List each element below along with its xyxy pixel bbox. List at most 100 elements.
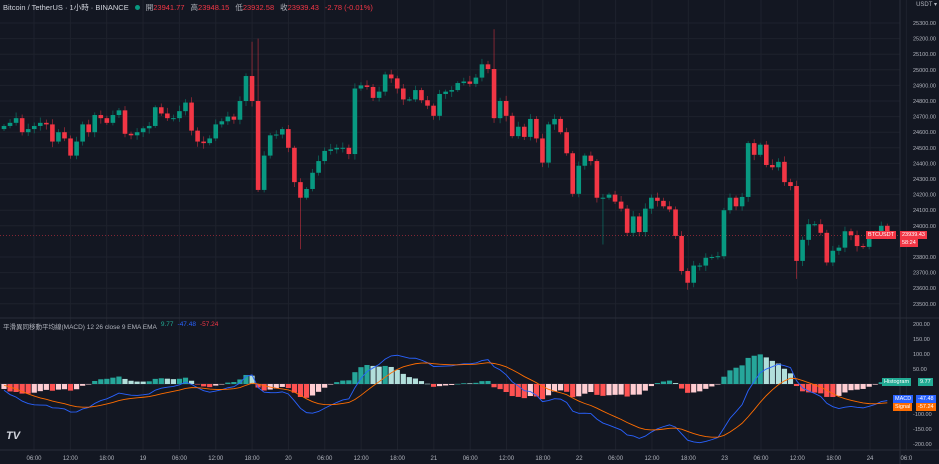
currency-selector[interactable]: USDT ▾ <box>916 2 937 8</box>
macd-histogram-bar <box>297 384 304 397</box>
candle <box>407 96 412 102</box>
time-axis-label: 23 <box>721 456 728 462</box>
macd-legend[interactable]: 平滑異同移動平均線(MACD) 12 26 close 9 EMA EMA 9.… <box>3 321 218 331</box>
macd-histogram-bar <box>291 384 297 393</box>
macd-histogram-bar <box>679 384 685 389</box>
macd-histogram-bar <box>648 384 654 387</box>
candle-body <box>534 118 539 139</box>
macd-histogram-bar <box>164 378 170 384</box>
macd-histogram-bar <box>188 380 195 384</box>
macd-histogram-bar <box>134 381 140 384</box>
macd-histogram-bar <box>576 384 582 397</box>
candle <box>98 110 104 124</box>
candle-body <box>485 64 491 70</box>
macd-axis-label: 50.00 <box>913 367 927 373</box>
candle <box>757 142 763 157</box>
candle <box>848 228 854 241</box>
candle-body <box>92 115 98 133</box>
symbol-header: Bitcoin / TetherUS · 1小時 · BINANCE 開2394… <box>3 2 373 13</box>
candle <box>116 108 122 119</box>
macd-histogram-bar <box>455 383 461 385</box>
macd-histogram-bar <box>636 384 642 395</box>
candle <box>515 121 521 139</box>
macd-histogram-bar <box>104 378 110 384</box>
candle-body <box>382 74 388 92</box>
price-axis-label: 24600.00 <box>913 130 936 136</box>
signal-tag-label: Signal <box>893 403 913 411</box>
candle-body <box>165 113 170 119</box>
macd-tag-label: MACD <box>893 395 914 403</box>
price-axis-label: 23800.00 <box>913 255 936 261</box>
candle-body <box>183 102 188 112</box>
candle <box>352 83 358 160</box>
macd-histogram-bar <box>98 379 104 384</box>
candle-body <box>824 232 830 263</box>
candle-body <box>19 118 25 133</box>
candle <box>207 135 212 146</box>
candle <box>419 87 424 104</box>
candle-body <box>80 124 85 142</box>
macd-histogram-bar <box>424 383 431 385</box>
candle-body <box>782 161 787 183</box>
candle-body <box>727 197 733 211</box>
candle-body <box>509 115 515 137</box>
candle-body <box>261 155 267 190</box>
candle <box>461 77 467 86</box>
candle-body <box>612 194 618 202</box>
candle <box>776 158 781 171</box>
candle-body <box>455 83 461 91</box>
candle-body <box>255 101 261 190</box>
candle <box>165 107 170 121</box>
macd-histogram-bar <box>261 384 267 391</box>
candle-body <box>177 111 182 119</box>
candle <box>213 119 219 142</box>
macd-histogram-bar <box>703 384 709 389</box>
candle <box>594 159 600 203</box>
macd-histogram-bar <box>376 366 382 384</box>
macd-histogram-bar <box>219 384 225 385</box>
macd-axis-label: 100.00 <box>913 352 930 358</box>
candle-body <box>394 78 400 89</box>
macd-histogram-bar <box>334 382 340 384</box>
candle-body <box>830 250 836 263</box>
macd-histogram-bar <box>515 384 521 397</box>
candle <box>140 126 146 138</box>
candle <box>382 71 388 96</box>
candle-body <box>322 150 327 162</box>
candle <box>854 230 860 252</box>
candle-body <box>885 225 890 236</box>
candle-body <box>116 110 122 116</box>
macd-histogram-bar <box>624 384 630 397</box>
candle <box>189 97 194 136</box>
candle <box>721 207 727 260</box>
macd-legend-macd: -47.48 <box>177 321 196 328</box>
candle <box>588 151 594 166</box>
time-axis-label: 06:00 <box>463 456 479 462</box>
tradingview-logo[interactable]: TV <box>6 430 21 442</box>
candle <box>703 253 709 272</box>
candle <box>679 231 684 275</box>
candle <box>68 135 73 159</box>
candle-body <box>582 155 588 166</box>
price-axis-label: 25000.00 <box>913 68 936 74</box>
candle-body <box>854 235 860 247</box>
macd-legend-signal: -57.24 <box>199 321 219 328</box>
candle-body <box>376 91 382 98</box>
macd-histogram-bar <box>818 384 824 394</box>
candle <box>636 213 642 237</box>
macd-histogram-bar <box>461 383 467 384</box>
symbol-title[interactable]: Bitcoin / TetherUS · 1小時 · BINANCE <box>3 3 129 12</box>
candle <box>243 73 249 106</box>
candle-body <box>540 138 545 163</box>
macd-histogram-bar <box>225 382 231 384</box>
candle <box>691 260 696 288</box>
candle-body <box>449 90 454 92</box>
macd-histogram-bar <box>630 384 636 395</box>
candle-body <box>661 200 666 207</box>
candle <box>806 219 811 246</box>
candle-body <box>655 197 660 201</box>
candle <box>146 122 152 134</box>
candle <box>304 187 309 200</box>
candle-body <box>546 124 551 163</box>
